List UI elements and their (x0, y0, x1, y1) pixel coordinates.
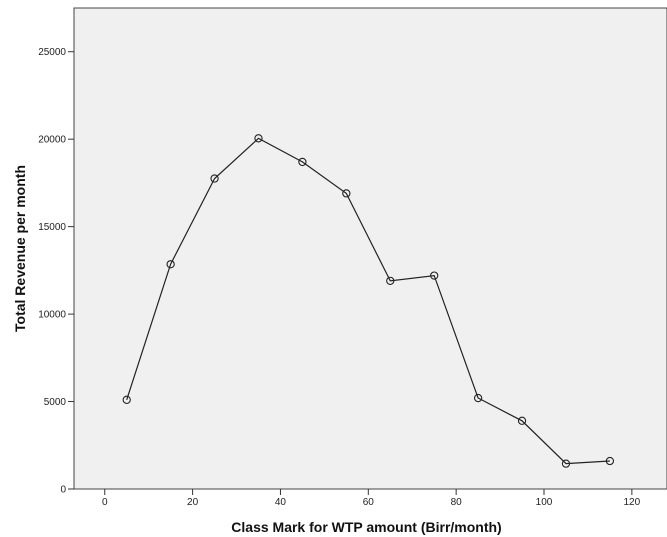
data-point (517, 416, 527, 425)
plot-area (73, 7, 667, 490)
data-point (561, 459, 571, 468)
x-axis-title: Class Mark for WTP amount (Birr/month) (231, 519, 501, 535)
y-tick-label: 25000 (38, 47, 66, 58)
series-line (126, 137, 610, 465)
x-tick-label: 40 (275, 497, 287, 508)
data-markers (122, 134, 615, 468)
data-point (166, 260, 175, 269)
x-axis-ticks: 0 20 40 60 80 100 120 (102, 489, 641, 508)
y-tick-label: 15000 (38, 222, 66, 233)
x-tick-label: 20 (187, 497, 199, 508)
x-tick-label: 0 (102, 497, 108, 508)
y-tick-label: 20000 (38, 135, 66, 146)
y-tick-label: 10000 (38, 310, 66, 321)
data-point (210, 174, 219, 183)
data-point (254, 134, 263, 143)
x-tick-label: 60 (363, 497, 375, 508)
data-point (430, 271, 439, 280)
data-point (473, 393, 483, 403)
y-axis-ticks: 0 5000 10000 15000 20000 25000 (38, 47, 74, 496)
x-tick-label: 80 (451, 497, 463, 508)
x-tick-label: 100 (536, 497, 553, 508)
data-point (298, 157, 307, 167)
data-point (342, 189, 351, 198)
y-axis-title: Total Revenue per month (12, 165, 28, 332)
y-tick-label: 0 (60, 485, 66, 496)
data-point (605, 456, 615, 466)
data-point (386, 276, 395, 286)
x-tick-label: 120 (624, 497, 641, 508)
y-tick-label: 5000 (44, 397, 67, 408)
data-point (122, 395, 131, 404)
